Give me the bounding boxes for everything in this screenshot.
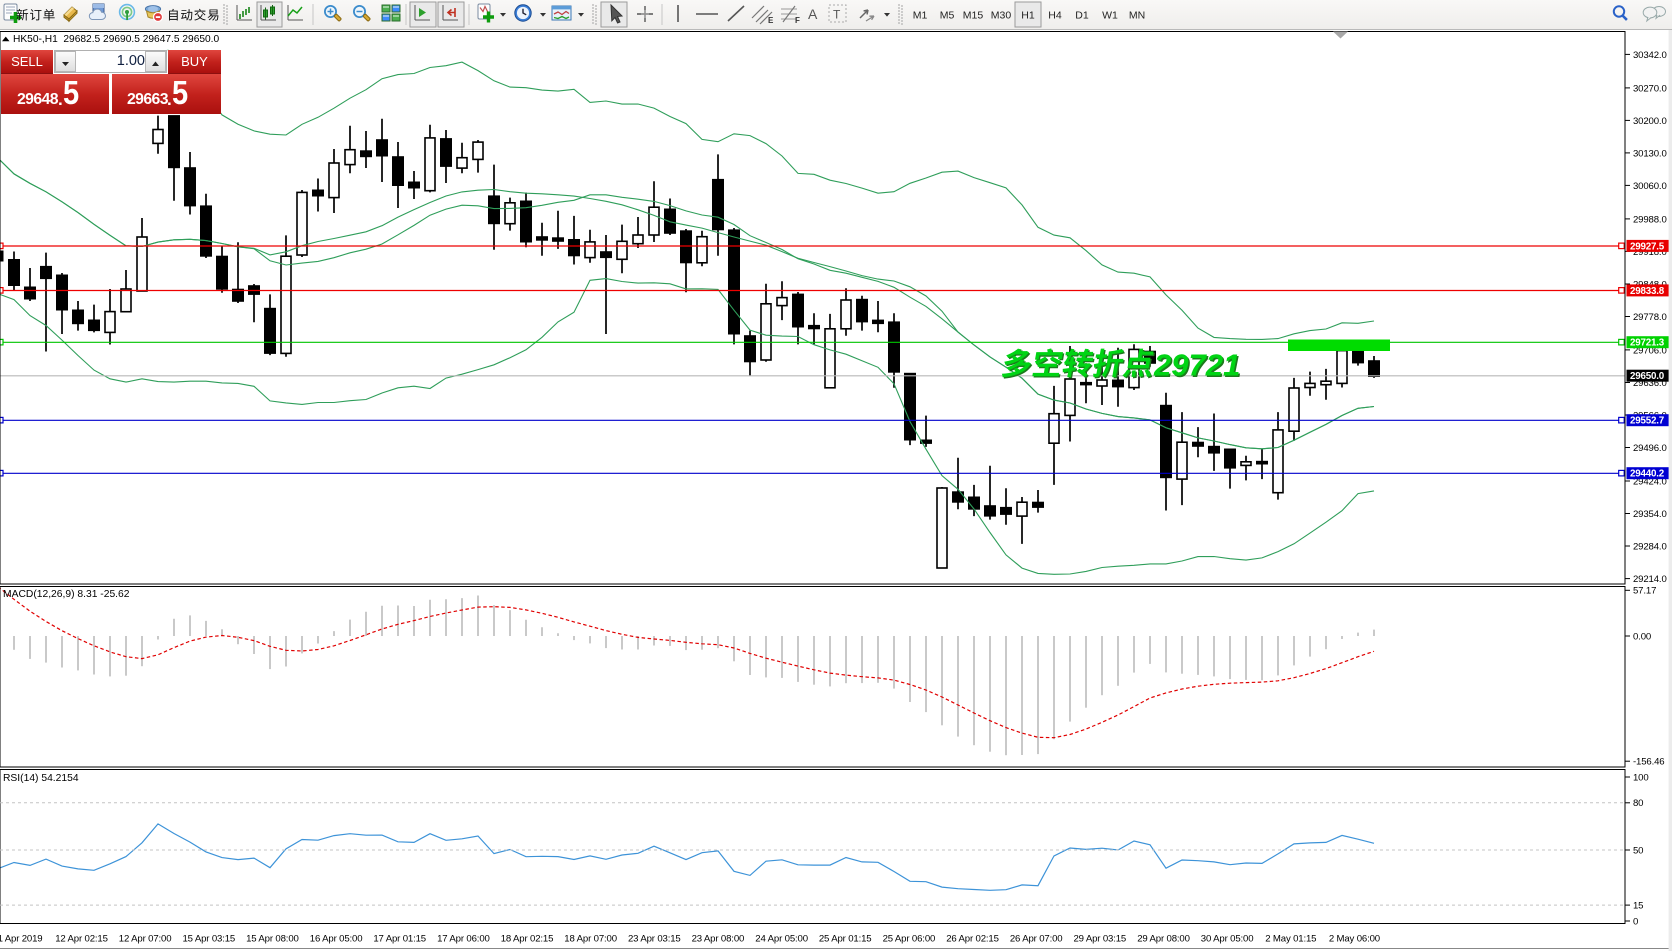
svg-text:29440.2: 29440.2 (1630, 469, 1665, 480)
svg-text:30130.0: 30130.0 (1633, 148, 1667, 159)
svg-text:29650.0: 29650.0 (1630, 371, 1665, 382)
svg-text:18 Apr 07:00: 18 Apr 07:00 (564, 934, 617, 945)
svg-text:29214.0: 29214.0 (1633, 574, 1667, 585)
svg-text:17 Apr 06:00: 17 Apr 06:00 (437, 934, 490, 945)
svg-text:15 Apr 08:00: 15 Apr 08:00 (246, 934, 299, 945)
svg-text:D1: D1 (1075, 10, 1089, 22)
svg-text:29552.7: 29552.7 (1630, 416, 1665, 427)
svg-text:A: A (808, 6, 818, 22)
svg-text:30342.0: 30342.0 (1633, 50, 1667, 61)
svg-text:2 May 01:15: 2 May 01:15 (1265, 934, 1316, 945)
svg-text:H4: H4 (1048, 10, 1062, 22)
svg-text:29778.0: 29778.0 (1633, 312, 1667, 323)
svg-text:0: 0 (1633, 916, 1638, 927)
svg-text:29354.0: 29354.0 (1633, 509, 1667, 520)
svg-text:M15: M15 (963, 10, 984, 22)
svg-text:29927.5: 29927.5 (1630, 241, 1665, 252)
svg-text:0.00: 0.00 (1633, 631, 1651, 642)
svg-text:29706.0: 29706.0 (1633, 345, 1667, 356)
svg-text:30 Apr 05:00: 30 Apr 05:00 (1201, 934, 1254, 945)
svg-text:12 Apr 02:15: 12 Apr 02:15 (55, 934, 108, 945)
svg-text:29833.8: 29833.8 (1630, 286, 1665, 297)
svg-text:MACD(12,26,9) 8.31 -25.62: MACD(12,26,9) 8.31 -25.62 (3, 589, 130, 600)
svg-text:29 Apr 03:15: 29 Apr 03:15 (1073, 934, 1126, 945)
svg-text:HK50-,H1 29682.5 29690.5 2964: HK50-,H1 29682.5 29690.5 29647.5 29650.0 (13, 34, 220, 45)
svg-text:17 Apr 01:15: 17 Apr 01:15 (373, 934, 426, 945)
svg-text:26 Apr 02:15: 26 Apr 02:15 (946, 934, 999, 945)
svg-text:29721.3: 29721.3 (1630, 338, 1665, 349)
svg-text:M5: M5 (940, 10, 955, 22)
svg-text:25 Apr 01:15: 25 Apr 01:15 (819, 934, 872, 945)
svg-text:26 Apr 07:00: 26 Apr 07:00 (1010, 934, 1063, 945)
svg-text:11 Apr 2019: 11 Apr 2019 (0, 934, 42, 945)
svg-text:E: E (768, 16, 774, 25)
svg-text:29424.0: 29424.0 (1633, 476, 1667, 487)
svg-text:29721: 29721 (1153, 348, 1240, 383)
svg-text:M30: M30 (991, 10, 1012, 22)
svg-text:80: 80 (1633, 798, 1643, 809)
svg-text:H1: H1 (1021, 10, 1035, 22)
svg-text:RSI(14) 54.2154: RSI(14) 54.2154 (3, 773, 79, 784)
svg-text:23 Apr 03:15: 23 Apr 03:15 (628, 934, 681, 945)
svg-text:16 Apr 05:00: 16 Apr 05:00 (310, 934, 363, 945)
svg-text:18 Apr 02:15: 18 Apr 02:15 (501, 934, 554, 945)
svg-text:30270.0: 30270.0 (1633, 83, 1667, 94)
svg-text:100: 100 (1633, 772, 1649, 783)
svg-text:15 Apr 03:15: 15 Apr 03:15 (182, 934, 235, 945)
svg-text:29721: 29721 (1155, 349, 1242, 384)
svg-text:-156.46: -156.46 (1633, 757, 1665, 768)
svg-text:F: F (795, 16, 800, 25)
svg-text:50: 50 (1633, 845, 1643, 856)
svg-text:29 Apr 08:00: 29 Apr 08:00 (1137, 934, 1190, 945)
svg-text:29918.0: 29918.0 (1633, 247, 1667, 258)
svg-text:24 Apr 05:00: 24 Apr 05:00 (755, 934, 808, 945)
svg-text:15: 15 (1633, 901, 1643, 912)
svg-text:T: T (833, 8, 841, 22)
svg-text:29284.0: 29284.0 (1633, 541, 1667, 552)
svg-text:30200.0: 30200.0 (1633, 116, 1667, 127)
svg-text:57.17: 57.17 (1633, 586, 1656, 597)
svg-text:25 Apr 06:00: 25 Apr 06:00 (883, 934, 936, 945)
svg-text:29636.0: 29636.0 (1633, 378, 1667, 389)
svg-text:M1: M1 (913, 10, 928, 22)
svg-text:MN: MN (1129, 10, 1145, 22)
svg-text:12 Apr 07:00: 12 Apr 07:00 (119, 934, 172, 945)
svg-text:23 Apr 08:00: 23 Apr 08:00 (692, 934, 745, 945)
svg-text:W1: W1 (1102, 10, 1118, 22)
svg-text:2 May 06:00: 2 May 06:00 (1329, 934, 1380, 945)
svg-text:30060.0: 30060.0 (1633, 181, 1667, 192)
svg-text:29988.0: 29988.0 (1633, 214, 1667, 225)
svg-text:29496.0: 29496.0 (1633, 443, 1667, 454)
